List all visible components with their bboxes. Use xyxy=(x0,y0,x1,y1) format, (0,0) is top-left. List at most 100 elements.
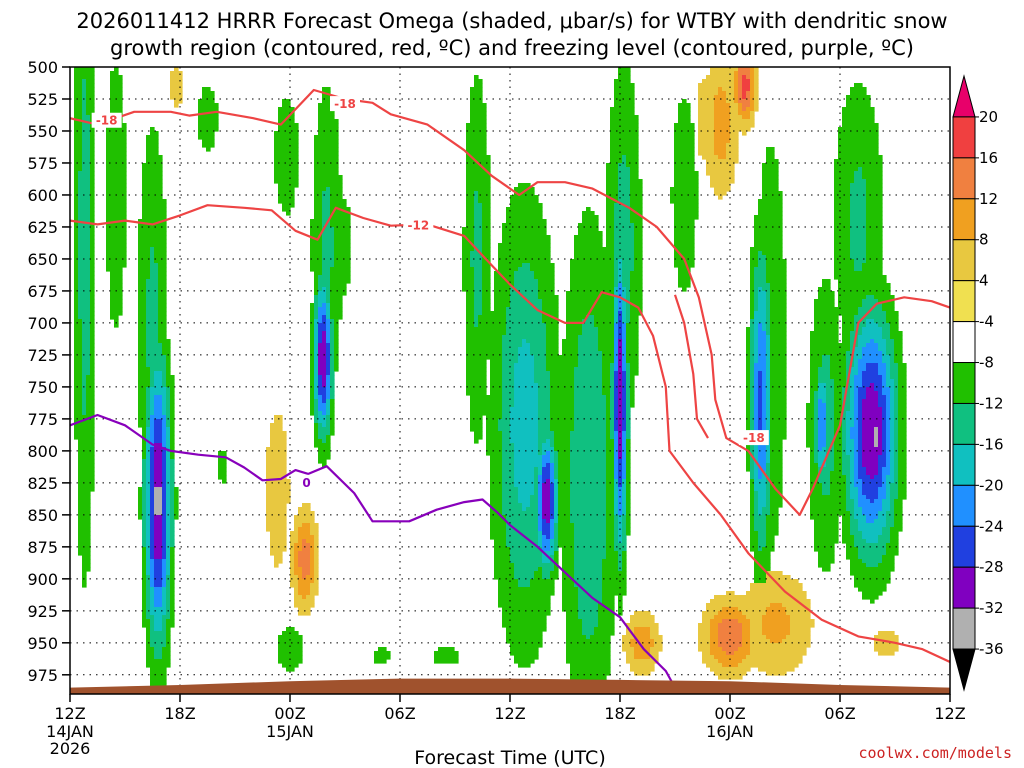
omega-cell-843 xyxy=(470,255,483,260)
omega-cell-1962 xyxy=(810,383,819,388)
omega-cell-1472 xyxy=(770,335,787,340)
omega-cell-2070 xyxy=(890,391,895,396)
omega-cell-145 xyxy=(738,103,743,108)
omega-cell-940 xyxy=(90,271,95,276)
omega-cell-3229 xyxy=(138,495,143,500)
omega-cell-3927 xyxy=(562,579,575,584)
omega-cell-4198 xyxy=(654,643,663,648)
omega-cell-620 xyxy=(90,215,95,220)
omega-cell-2987 xyxy=(490,471,503,476)
omega-cell-2316 xyxy=(846,411,855,416)
omega-cell-334 xyxy=(838,151,879,156)
omega-cell-4021 xyxy=(162,603,167,608)
omega-cell-2866 xyxy=(626,459,631,464)
omega-cell-686 xyxy=(310,227,323,232)
omega-cell-2835 xyxy=(854,455,859,460)
omega-cell-957 xyxy=(622,271,631,276)
omega-cell-3024 xyxy=(150,475,155,480)
omega-cell-545 xyxy=(606,199,619,204)
omega-cell-681 xyxy=(74,227,79,232)
omega-cell-3849 xyxy=(302,567,311,572)
omega-cell-947 xyxy=(330,271,351,276)
omega-cell-3329 xyxy=(570,503,607,508)
omega-cell-3905 xyxy=(542,575,551,580)
omega-cell-3704 xyxy=(270,547,287,552)
colorbar-swatch-3 xyxy=(952,198,976,241)
x-axis-label: Forecast Time (UTC) xyxy=(414,747,605,768)
omega-cell-2586 xyxy=(618,435,623,440)
omega-cell-2507 xyxy=(850,427,859,432)
omega-cell-2335 xyxy=(330,415,335,420)
omega-cell-1134 xyxy=(818,295,835,300)
omega-cell-4190 xyxy=(146,643,151,648)
omega-cell-2588 xyxy=(626,435,631,440)
omega-cell-1595 xyxy=(138,351,147,356)
omega-cell-1713 xyxy=(314,363,319,368)
omega-cell-2266 xyxy=(850,407,855,412)
omega-cell-1164 xyxy=(766,299,771,304)
omega-cell-2755 xyxy=(154,451,163,456)
omega-cell-1225 xyxy=(622,307,627,312)
omega-cell-1801 xyxy=(326,371,331,376)
omega-cell-3904 xyxy=(534,575,543,580)
omega-cell-3362 xyxy=(526,507,539,512)
source-credit[interactable]: coolwx.com/models xyxy=(858,744,1012,762)
omega-cell-3507 xyxy=(506,523,539,528)
omega-cell-1242 xyxy=(158,311,167,316)
omega-cell-3381 xyxy=(854,507,863,512)
omega-cell-2257 xyxy=(762,407,767,412)
omega-cell-1084 xyxy=(318,291,327,296)
omega-cell-1664 xyxy=(882,355,891,360)
omega-cell-1529 xyxy=(334,343,339,348)
omega-cell-1057 xyxy=(474,287,483,292)
omega-cell-2284 xyxy=(170,411,175,416)
omega-cell-1673 xyxy=(310,359,315,364)
omega-cell-482 xyxy=(670,187,699,192)
omega-cell-220 xyxy=(318,123,339,128)
omega-cell-2057 xyxy=(770,391,787,396)
omega-cell-983 xyxy=(622,275,631,280)
omega-cell-1217 xyxy=(474,307,483,312)
omega-cell-1123 xyxy=(566,295,615,300)
omega-cell-4202 xyxy=(742,643,751,648)
omega-cell-3177 xyxy=(830,487,847,492)
omega-cell-4106 xyxy=(598,623,615,628)
omega-cell-1173 xyxy=(110,303,123,308)
omega-cell-2357 xyxy=(814,415,819,420)
omega-cell-3099 xyxy=(850,479,855,484)
omega-cell-3428 xyxy=(154,515,163,520)
omega-cell-4141 xyxy=(582,631,595,636)
omega-cell-750 xyxy=(322,239,335,244)
omega-cell-2853 xyxy=(318,459,327,464)
omega-cell-2999 xyxy=(618,471,623,476)
omega-cell-290 xyxy=(82,143,91,148)
omega-cell-238 xyxy=(674,127,695,132)
omega-cell-1956 xyxy=(750,383,755,388)
omega-cell-2813 xyxy=(550,455,555,460)
omega-cell-1470 xyxy=(758,335,767,340)
omega-cell-2627 xyxy=(510,439,539,444)
omega-cell-1207 xyxy=(110,307,123,312)
omega-cell-2995 xyxy=(558,471,571,476)
omega-cell-4028 xyxy=(598,603,615,608)
omega-cell-717 xyxy=(634,231,643,236)
omega-cell-565 xyxy=(510,203,543,208)
omega-cell-479 xyxy=(606,187,619,192)
omega-cell-3581 xyxy=(574,531,607,536)
omega-cell-3476 xyxy=(558,519,571,524)
omega-cell-122 xyxy=(682,99,687,104)
omega-cell-242 xyxy=(838,127,879,132)
omega-cell-965 xyxy=(78,275,91,280)
omega-cell-1655 xyxy=(758,355,767,360)
omega-cell-232 xyxy=(150,127,155,132)
omega-cell-1644 xyxy=(534,355,547,360)
omega-cell-3605 xyxy=(290,535,299,540)
omega-cell-3850 xyxy=(310,567,315,572)
omega-cell-3812 xyxy=(82,563,91,568)
omega-cell-4024 xyxy=(294,603,315,608)
omega-cell-2918 xyxy=(770,463,783,468)
omega-cell-706 xyxy=(138,231,167,236)
omega-cell-3707 xyxy=(302,547,311,552)
omega-cell-3630 xyxy=(78,539,91,544)
omega-cell-1275 xyxy=(318,315,323,320)
